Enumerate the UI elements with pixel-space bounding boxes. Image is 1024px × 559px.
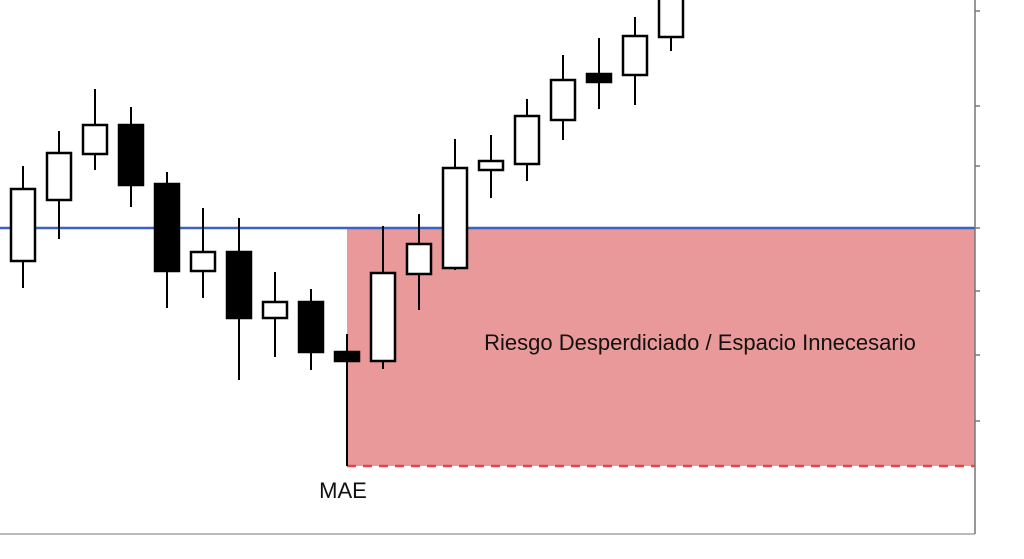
bullish-candle-body [189, 250, 217, 273]
bearish-candle-body [297, 300, 325, 354]
bullish-candle-body [477, 159, 505, 172]
candles-group [9, 0, 685, 466]
candle-2 [45, 131, 73, 239]
candle-18 [621, 17, 649, 105]
candle-1 [9, 166, 37, 288]
bearish-candle-body [225, 250, 253, 320]
bullish-candle-body [549, 78, 577, 122]
candle-19 [657, 0, 685, 51]
candle-11 [369, 226, 397, 369]
price-axis [0, 0, 980, 535]
bullish-candle-body [81, 123, 109, 156]
bullish-candle-body [441, 166, 469, 270]
candle-9 [297, 289, 325, 370]
bullish-candle-body [9, 187, 37, 263]
bullish-candle-body [45, 151, 73, 202]
bearish-candle-body [333, 350, 361, 363]
candle-3 [81, 89, 109, 170]
zone-label: Riesgo Desperdiciado / Espacio Innecesar… [484, 330, 916, 355]
candle-5 [153, 172, 181, 308]
candle-14 [477, 135, 505, 198]
bearish-candle-body [153, 182, 181, 273]
bullish-candle-body [405, 242, 433, 276]
bullish-candle-body [657, 0, 685, 39]
candle-12 [405, 214, 433, 310]
candle-7 [225, 218, 253, 380]
bullish-candle-body [369, 271, 397, 363]
candle-17 [585, 38, 613, 109]
candle-10 [333, 334, 361, 466]
candle-6 [189, 208, 217, 298]
bullish-candle-body [621, 34, 649, 77]
candle-8 [261, 272, 289, 357]
candle-13 [441, 139, 469, 270]
bullish-candle-body [513, 114, 541, 166]
bearish-candle-body [585, 72, 613, 84]
bearish-candle-body [117, 123, 145, 187]
bullish-candle-body [261, 300, 289, 320]
mae-label: MAE [319, 478, 367, 503]
candle-15 [513, 99, 541, 181]
candle-16 [549, 55, 577, 140]
candle-4 [117, 107, 145, 207]
